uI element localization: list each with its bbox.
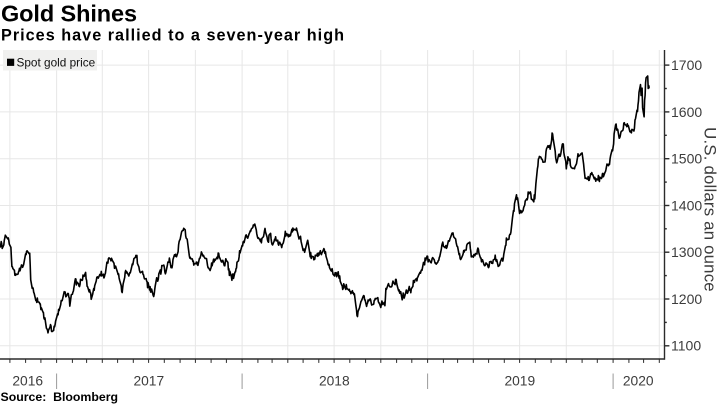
svg-text:Source: Bloomberg: Source: Bloomberg: [1, 390, 119, 404]
svg-text:2020: 2020: [623, 374, 654, 389]
svg-text:1400: 1400: [671, 197, 702, 213]
svg-text:2019: 2019: [504, 374, 535, 389]
svg-text:2016: 2016: [12, 374, 43, 389]
svg-text:Spot gold price: Spot gold price: [17, 56, 96, 70]
svg-text:Prices have rallied to a seven: Prices have rallied to a seven-year high: [1, 27, 345, 45]
svg-text:2017: 2017: [133, 374, 164, 389]
svg-text:1600: 1600: [671, 104, 702, 120]
svg-text:1500: 1500: [671, 151, 702, 167]
svg-text:2018: 2018: [319, 374, 350, 389]
svg-text:1200: 1200: [671, 291, 702, 307]
svg-text:Gold Shines: Gold Shines: [1, 1, 137, 27]
svg-text:1700: 1700: [671, 57, 702, 73]
svg-text:1300: 1300: [671, 244, 702, 260]
svg-text:U.S. dollars an ounce: U.S. dollars an ounce: [700, 127, 719, 292]
svg-text:1100: 1100: [671, 338, 701, 354]
